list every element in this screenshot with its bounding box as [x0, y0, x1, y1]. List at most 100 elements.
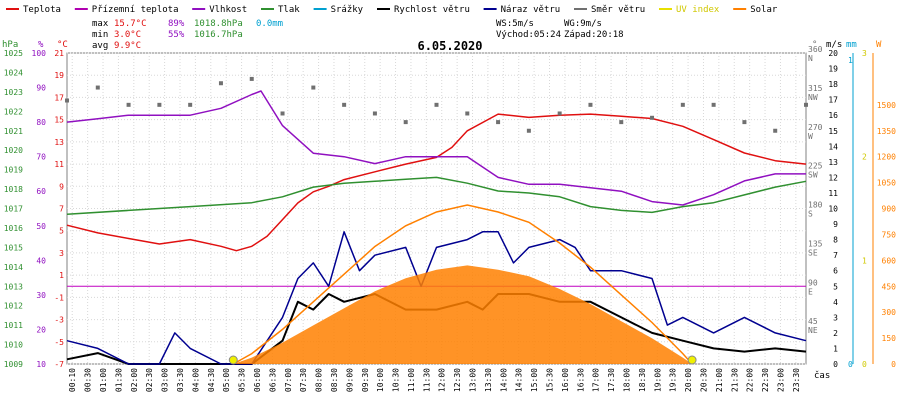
- wind-dir-point-19: [650, 115, 655, 120]
- wind-dir-tick-2: 270: [808, 123, 823, 132]
- x-tick-4: 02:00: [130, 368, 139, 392]
- wind-speed-tick-8: 12: [828, 173, 838, 182]
- pressure-axis-tick-3: 1022: [4, 107, 23, 116]
- wind-dir-point-7: [280, 111, 285, 116]
- temperature-axis-tick-13: -5: [54, 338, 64, 347]
- stats-max-hum: 89%: [168, 19, 185, 29]
- pressure-axis-tick-9: 1016: [4, 224, 23, 233]
- wind-speed-tick-4: 16: [828, 111, 838, 120]
- series-2-line: [66, 176, 807, 216]
- sunrise-marker: [228, 355, 238, 365]
- x-tick-22: 11:00: [407, 368, 416, 392]
- wind-dir-point-18: [619, 120, 624, 125]
- x-tick-43: 21:30: [730, 368, 739, 392]
- x-tick-17: 08:30: [330, 368, 339, 392]
- solar-tick-6: 600: [882, 256, 897, 265]
- x-tick-1: 00:30: [84, 368, 93, 392]
- x-tick-21: 10:30: [392, 368, 401, 392]
- x-tick-45: 22:30: [761, 368, 770, 392]
- pressure-axis-tick-16: 1009: [4, 360, 23, 369]
- x-tick-20: 10:00: [376, 368, 385, 392]
- wind-dir-point-22: [742, 120, 747, 125]
- wind-speed-tick-0: 20: [828, 49, 838, 58]
- unit-w: W: [876, 40, 882, 50]
- temperature-axis-tick-4: 13: [54, 138, 64, 147]
- stats-avg-label: avg: [92, 41, 108, 51]
- x-tick-0: 00:10: [68, 368, 77, 392]
- temperature-axis-tick-6: 9: [59, 182, 64, 191]
- stats-ws: WS:5m/s: [496, 19, 534, 29]
- wind-dir-tick-5: 135: [808, 239, 823, 248]
- wind-dir-tick-6: 90: [808, 278, 818, 287]
- humidity-axis-tick-7: 30: [36, 291, 46, 300]
- unit-labels: hPa % °C ° m/s mm W čas: [2, 40, 882, 381]
- stats-min-hum: 55%: [168, 30, 185, 40]
- wind-dir-point-24: [804, 102, 808, 107]
- stats-sunset: Západ:20:18: [564, 30, 624, 40]
- wind-dir-point-5: [218, 81, 223, 86]
- temperature-axis-tick-2: 17: [54, 93, 64, 102]
- legend-label-6: Náraz větru: [501, 5, 561, 15]
- axes: 1025102410231022102110201019101810171016…: [4, 45, 896, 392]
- wind-speed-tick-20: 0: [833, 360, 838, 369]
- x-tick-23: 11:30: [422, 368, 431, 392]
- x-tick-28: 14:00: [499, 368, 508, 392]
- pressure-axis-tick-14: 1011: [4, 321, 23, 330]
- unit-deg: °: [812, 40, 817, 50]
- wind-dir-point-13: [465, 111, 470, 116]
- x-tick-30: 15:00: [530, 368, 539, 392]
- wind-dir-tick-0: 360: [808, 45, 823, 54]
- temperature-axis-tick-5: 11: [54, 160, 64, 169]
- legend-label-7: Směr větru: [591, 5, 645, 15]
- wind-dir-label-1: NW: [808, 93, 818, 102]
- wind-speed-tick-2: 18: [828, 80, 838, 89]
- wind-speed-tick-15: 5: [833, 282, 838, 291]
- x-tick-3: 01:30: [114, 368, 123, 392]
- wind-dir-point-15: [526, 128, 531, 133]
- wind-dir-point-10: [372, 111, 377, 116]
- x-tick-46: 23:00: [776, 368, 785, 392]
- wind-dir-label-6: E: [808, 287, 813, 296]
- stats-max-temp: 15.7°C: [114, 19, 147, 29]
- legend-label-3: Tlak: [278, 5, 300, 15]
- temperature-axis-tick-0: 21: [54, 49, 64, 58]
- series-solar-line: [232, 204, 693, 365]
- x-tick-39: 19:30: [669, 368, 678, 392]
- pressure-axis-tick-1: 1024: [4, 68, 23, 77]
- stats-wg: WG:9m/s: [564, 19, 602, 29]
- stats-max-rain: 0.0mm: [256, 19, 283, 29]
- x-tick-10: 05:00: [222, 368, 231, 392]
- humidity-axis-tick-5: 50: [36, 222, 46, 231]
- temperature-axis-tick-1: 19: [54, 71, 64, 80]
- x-tick-29: 14:30: [515, 368, 524, 392]
- pressure-axis-tick-11: 1014: [4, 263, 23, 272]
- pressure-axis-tick-2: 1023: [4, 88, 23, 97]
- temperature-axis-tick-11: -1: [54, 293, 64, 302]
- humidity-axis-tick-8: 20: [36, 325, 46, 334]
- series-0-line: [66, 113, 807, 252]
- wind-dir-point-8: [311, 85, 316, 90]
- legend-label-2: Vlhkost: [209, 5, 247, 15]
- wind-dir-tick-3: 225: [808, 162, 823, 171]
- x-tick-7: 03:30: [176, 368, 185, 392]
- wind-dir-point-20: [680, 102, 685, 107]
- x-tick-44: 22:00: [746, 368, 755, 392]
- legend-label-1: Přízemní teplota: [92, 5, 179, 15]
- pressure-axis-tick-13: 1012: [4, 302, 23, 311]
- wind-speed-tick-7: 13: [828, 158, 838, 167]
- x-tick-47: 23:30: [792, 368, 801, 392]
- x-tick-15: 07:30: [299, 368, 308, 392]
- pressure-axis-tick-6: 1019: [4, 166, 23, 175]
- solar-tick-10: 0: [891, 360, 896, 369]
- wind-dir-tick-4: 180: [808, 201, 823, 210]
- x-tick-42: 21:00: [715, 368, 724, 392]
- uv-tick-2: 1: [862, 256, 867, 265]
- wind-dir-label-0: N: [808, 54, 813, 63]
- wind-speed-tick-12: 8: [833, 236, 838, 245]
- legend-label-8: UV index: [676, 5, 720, 15]
- unit-ms: m/s: [826, 40, 842, 50]
- pressure-axis-tick-12: 1013: [4, 282, 23, 291]
- x-tick-9: 04:30: [207, 368, 216, 392]
- x-tick-2: 01:00: [99, 368, 108, 392]
- stats-min-temp: 3.0°C: [114, 30, 141, 40]
